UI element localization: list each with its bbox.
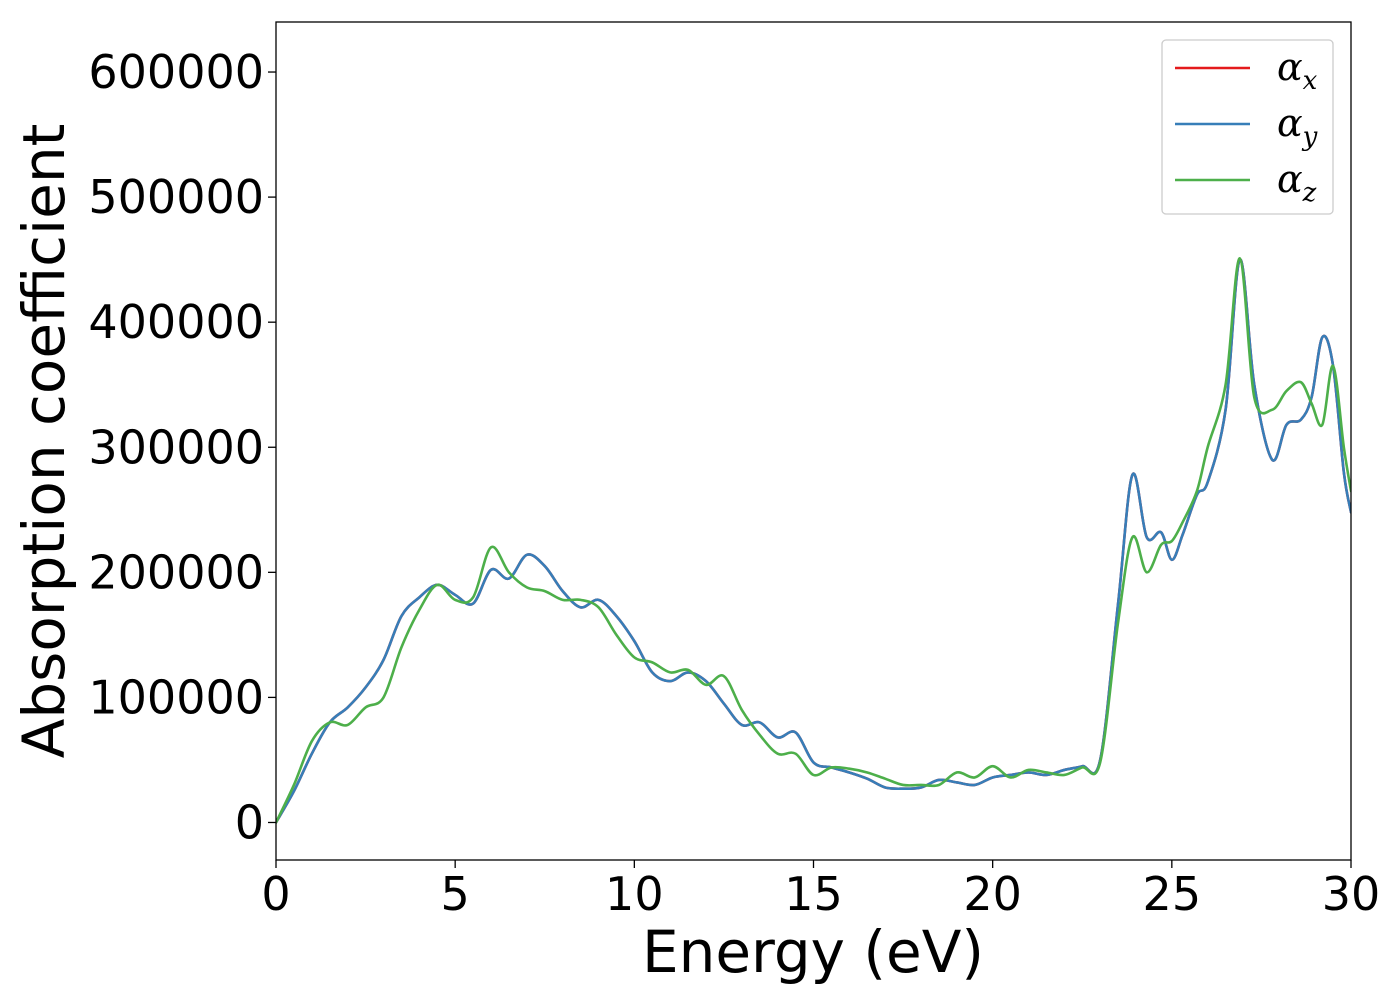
legend-label-z: αz [1277,157,1317,208]
x-tick-label: 15 [784,867,843,921]
x-tick-label: 25 [1143,867,1202,921]
series-layer [276,257,1351,824]
y-tick-label: 400000 [88,295,264,349]
x-tick-label: 30 [1322,867,1381,921]
legend-label-y: αy [1277,101,1318,152]
x-tick-label: 10 [605,867,664,921]
y-tick-label: 300000 [88,420,264,474]
legend-label-x: αx [1277,45,1318,96]
series-line-αz [276,257,1351,824]
x-tick-label: 0 [261,867,290,921]
x-tick-label: 5 [441,867,470,921]
y-tick-label: 0 [235,795,264,849]
y-tick-label: 200000 [88,545,264,599]
x-axis-label: Energy (eV) [642,918,984,986]
y-axis-label: Absorption coefficient [10,124,78,759]
y-tick-label: 600000 [88,45,264,99]
y-tick-label: 500000 [88,170,264,224]
x-tick-label: 20 [963,867,1022,921]
y-tick-label: 100000 [88,670,264,724]
legend-box [1161,39,1334,215]
series-line-αy [276,258,1351,824]
y-axis: 0 100000 200000 300000 400000 500000 600000 [88,45,276,849]
x-axis: 0 5 10 15 20 25 30 [261,860,1380,921]
